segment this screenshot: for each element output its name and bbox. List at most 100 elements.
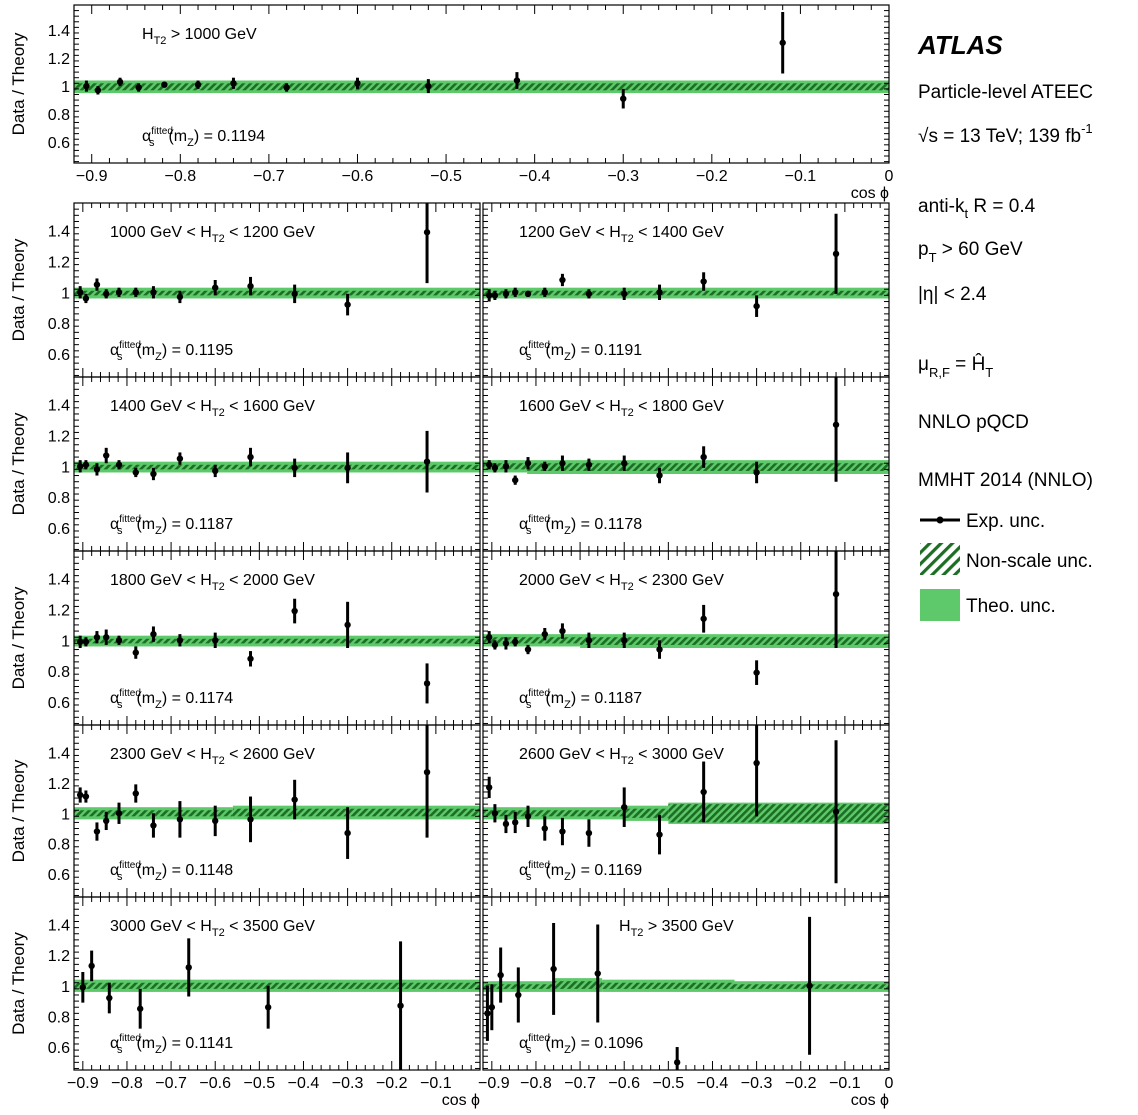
- data-point: [116, 78, 124, 86]
- data-point: [135, 84, 142, 91]
- data-point: [832, 421, 840, 428]
- data-point: [512, 819, 519, 826]
- scale-ht: Ĥ: [972, 353, 986, 375]
- x-tick-label: −0.8: [165, 168, 197, 185]
- range-post: < 1600 GeV: [225, 398, 316, 415]
- alpha-sub: s: [117, 699, 123, 711]
- data-point: [502, 463, 510, 470]
- y-axis-title: Data / Theory: [9, 586, 28, 689]
- y-tick-label: 1.2: [48, 603, 70, 620]
- data-point: [103, 290, 110, 298]
- y-axis-title: Data / Theory: [9, 759, 28, 862]
- data-point: [488, 1004, 496, 1011]
- alpha-value: = 0.1169: [576, 862, 642, 879]
- alpha-value: = 0.1187: [167, 516, 233, 533]
- data-point: [132, 649, 139, 656]
- legend-dot-marker: [936, 516, 944, 524]
- alpha-arg-open: (m: [136, 516, 155, 533]
- legend-label-nonscale: Non-scale unc.: [966, 551, 1093, 572]
- y-tick-label: 1.2: [48, 776, 70, 793]
- alpha-symbol: α: [110, 342, 119, 359]
- data-point: [753, 469, 760, 476]
- alpha-symbol: α: [110, 690, 119, 707]
- x-tick-label: −0.7: [253, 168, 285, 185]
- data-point: [559, 627, 566, 635]
- alpha-sup: fitted: [119, 688, 141, 699]
- alpha-value: = 0.1174: [167, 690, 233, 707]
- data-point: [585, 461, 593, 468]
- data-point: [291, 607, 298, 615]
- alpha-arg-close: ): [571, 342, 576, 359]
- range-pre: 1200 GeV < H: [519, 224, 621, 241]
- alpha-s-label: αfitted s (mZ) = 0.1141: [110, 1033, 233, 1056]
- data-point: [502, 640, 510, 647]
- eta-cut-label: |η| < 2.4: [918, 284, 987, 305]
- range-sub: T2: [212, 927, 225, 939]
- alpha-symbol: α: [519, 342, 528, 359]
- data-point: [832, 808, 840, 815]
- alpha-s-label: αfitted s (mZ) = 0.1174: [110, 688, 233, 711]
- data-point: [541, 463, 548, 470]
- panel-plot-area: [74, 725, 480, 859]
- x-tick-label: 0: [885, 168, 894, 185]
- alpha-arg-sub: Z: [187, 137, 194, 149]
- y-tick-label: 0.6: [48, 695, 70, 712]
- alpha-sup: fitted: [119, 340, 141, 351]
- x-tick-label: −0.5: [430, 168, 462, 185]
- alpha-value: = 0.1195: [167, 342, 233, 359]
- panel-plot-area: [74, 11, 889, 109]
- alpha-value: = 0.1178: [576, 516, 642, 533]
- data-point: [621, 637, 628, 644]
- pt-sub: T: [929, 250, 937, 265]
- data-point: [423, 458, 431, 465]
- x-tick-label: −0.1: [785, 168, 817, 185]
- data-point: [423, 229, 431, 236]
- data-point: [700, 453, 707, 461]
- panel-range-label: 1800 GeV < HT2 < 2000 GeV: [110, 572, 315, 593]
- panel-5: 0.6 0.8 1 1.2 1.4 1800 GeV < HT2 < 2000 GeV αf…: [48, 550, 481, 726]
- data-point: [247, 453, 254, 461]
- data-point: [115, 289, 123, 296]
- data-point: [176, 293, 184, 301]
- data-point: [485, 634, 493, 641]
- y-tick-label: 1.2: [48, 429, 70, 446]
- alpha-arg-open: (m: [545, 690, 564, 707]
- data-point: [524, 460, 532, 467]
- nonscale-band: [483, 810, 625, 817]
- data-point: [753, 669, 760, 676]
- data-point: [700, 788, 707, 796]
- alpha-arg-sub: Z: [564, 699, 571, 711]
- pt-cut-label: pT > 60 GeV: [918, 239, 1023, 265]
- alpha-s-label: αfitted s (mZ) = 0.1148: [110, 860, 233, 883]
- range-post: < 2600 GeV: [225, 746, 316, 763]
- alpha-sup: fitted: [528, 1033, 550, 1044]
- x-tick-label: −0.7: [564, 1075, 596, 1092]
- alpha-symbol: α: [519, 516, 528, 533]
- y-tick-label: 0.6: [48, 135, 70, 152]
- range-pre: 1400 GeV < H: [110, 398, 212, 415]
- alpha-sup: fitted: [528, 340, 550, 351]
- nonscale-band: [232, 808, 480, 817]
- x-tick-label: −0.9: [76, 168, 108, 185]
- y-tick-label: 1.2: [48, 255, 70, 272]
- alpha-s-label: αfitted s (mZ) = 0.1096: [519, 1033, 643, 1056]
- data-point: [621, 290, 628, 298]
- data-point: [541, 630, 548, 638]
- range-post: < 1200 GeV: [225, 224, 316, 241]
- sqrt-sign: √: [918, 126, 929, 147]
- data-point: [550, 965, 557, 973]
- jet-algo-label: anti-kt R = 0.4: [918, 196, 1036, 221]
- panel-8: 2600 GeV < HT2 < 3000 GeV αfitted s (mZ) = …: [482, 724, 890, 898]
- data-point: [656, 831, 663, 838]
- y-tick-label: 1.4: [48, 23, 70, 40]
- data-point: [524, 290, 532, 298]
- data-point: [176, 637, 184, 644]
- y-tick-label: 0.8: [48, 1009, 70, 1026]
- alpha-s-label: αfitted s (mZ) = 0.1191: [519, 340, 642, 363]
- data-point: [491, 464, 499, 472]
- y-tick-label: 0.6: [48, 1040, 70, 1057]
- pt-text: p: [918, 239, 929, 260]
- nonscale-band: [74, 464, 480, 470]
- alpha-sup: fitted: [528, 860, 550, 871]
- data-point: [491, 292, 499, 299]
